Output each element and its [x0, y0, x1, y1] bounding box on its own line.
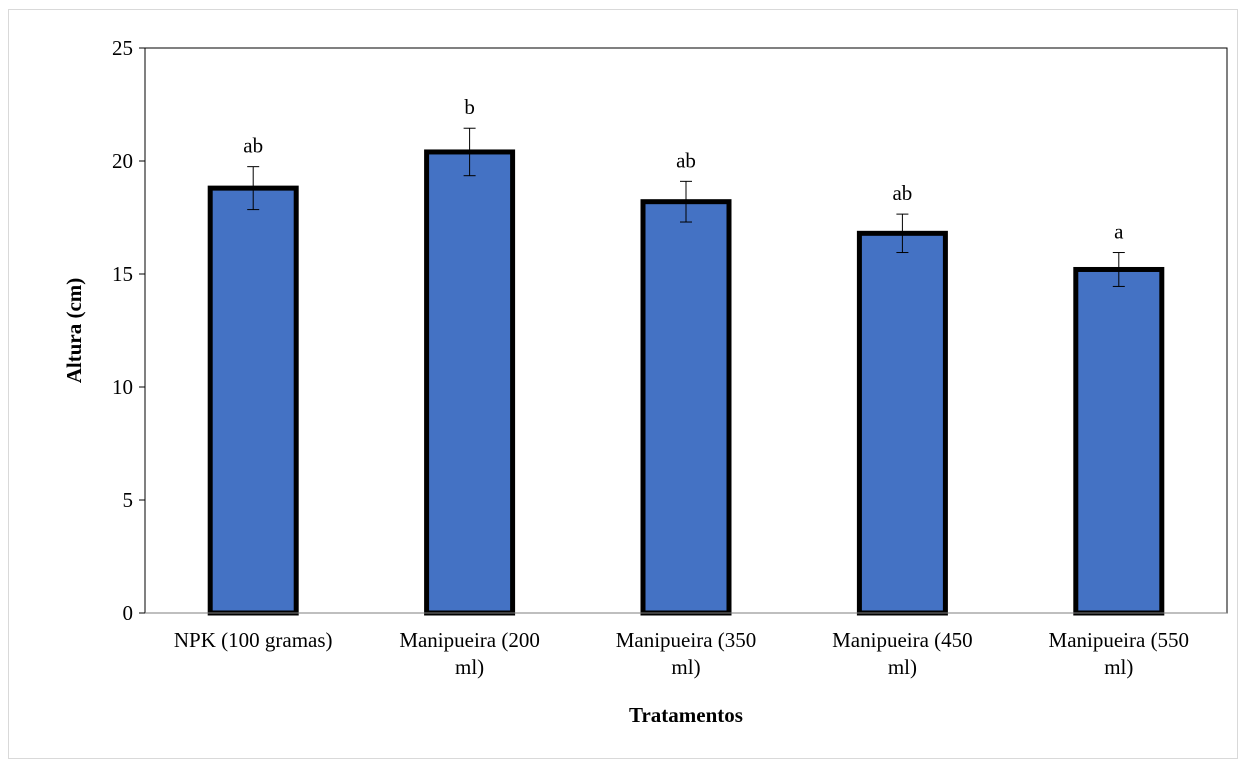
x-category-label: ml)	[888, 655, 917, 679]
significance-label: ab	[892, 181, 912, 205]
y-tick-label: 20	[112, 149, 133, 173]
bar[interactable]	[424, 149, 516, 616]
y-tick-label: 5	[123, 488, 134, 512]
y-tick-label: 15	[112, 262, 133, 286]
x-category-label: Manipueira (350	[616, 628, 757, 652]
significance-label: a	[1114, 220, 1124, 244]
x-category-label: ml)	[671, 655, 700, 679]
bar[interactable]	[1073, 266, 1165, 616]
y-tick-label: 25	[112, 36, 133, 60]
x-category-label: NPK (100 gramas)	[174, 628, 333, 652]
bar[interactable]	[856, 230, 948, 616]
x-category-label: Manipueira (550	[1049, 628, 1190, 652]
significance-label: ab	[243, 134, 263, 158]
x-category-label: ml)	[1104, 655, 1133, 679]
bar[interactable]	[207, 185, 299, 616]
y-tick-label: 0	[123, 601, 134, 625]
y-tick-label: 10	[112, 375, 133, 399]
x-axis-title: Tratamentos	[629, 703, 743, 727]
x-category-label: Manipueira (200	[399, 628, 540, 652]
y-axis-title: Altura (cm)	[62, 278, 86, 384]
bar[interactable]	[640, 199, 732, 616]
significance-label: ab	[676, 148, 696, 172]
x-category-label: Manipueira (450	[832, 628, 973, 652]
x-category-label: ml)	[455, 655, 484, 679]
significance-label: b	[464, 95, 475, 119]
